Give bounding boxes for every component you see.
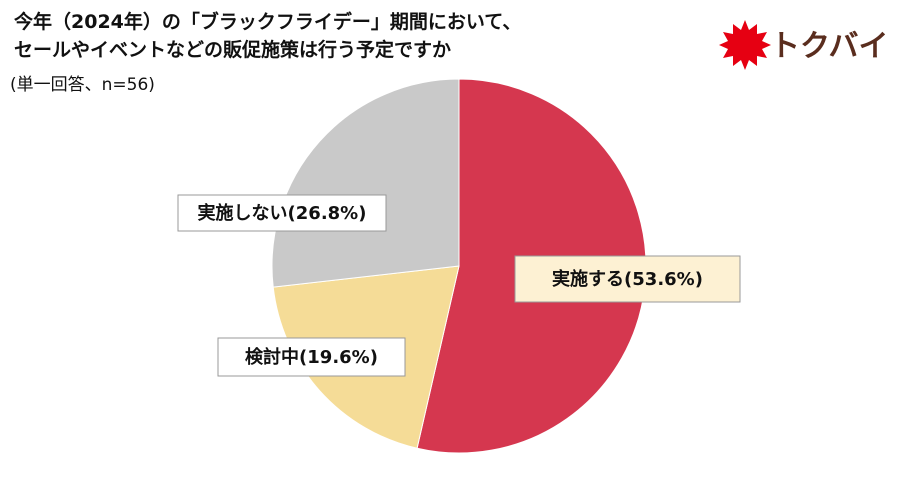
- data-label: 検討中(19.6%): [245, 346, 378, 368]
- value-label: (53.6%): [624, 269, 703, 290]
- label-box: [177, 194, 387, 232]
- chart-subtitle: (単一回答、n=56): [10, 75, 155, 95]
- logo-circle: [730, 30, 760, 60]
- data-label: 実施しない(26.8%): [198, 202, 367, 224]
- data-label: 実施する(53.6%): [552, 268, 703, 290]
- label-box: [217, 337, 406, 377]
- value-label: (19.6%): [299, 347, 378, 368]
- chart-title: セールやイベントなどの販促施策は行う予定ですか: [14, 38, 451, 61]
- logo-text: トクバイ: [770, 29, 889, 64]
- category-label: 実施する: [552, 268, 624, 290]
- category-label: 実施しない: [198, 202, 288, 224]
- logo: トクバイ: [719, 20, 889, 70]
- chart-title: 今年（2024年）の「ブラックフライデー」期間において、: [13, 10, 521, 33]
- pie-slice: [271, 78, 460, 288]
- value-label: (26.8%): [288, 203, 367, 224]
- label-box: [514, 255, 741, 303]
- category-label: 検討中: [245, 346, 299, 368]
